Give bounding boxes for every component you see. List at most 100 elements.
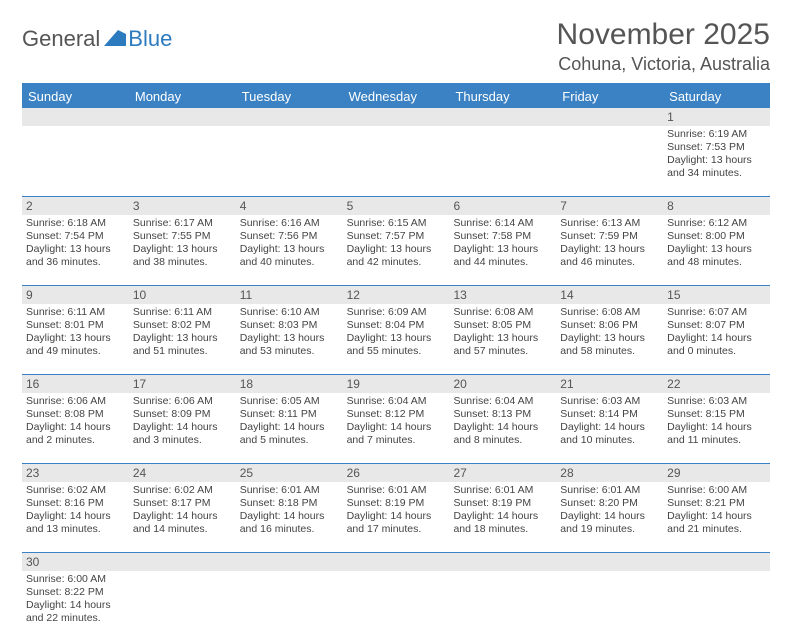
day-number: 1 — [663, 108, 770, 126]
sunset: Sunset: 7:54 PM — [26, 230, 125, 243]
sunset: Sunset: 7:56 PM — [240, 230, 339, 243]
day-cell: Sunrise: 6:18 AMSunset: 7:54 PMDaylight:… — [22, 215, 129, 285]
day-cell: Sunrise: 6:10 AMSunset: 8:03 PMDaylight:… — [236, 304, 343, 374]
sunrise: Sunrise: 6:01 AM — [560, 484, 659, 497]
sunrise: Sunrise: 6:12 AM — [667, 217, 766, 230]
sunrise: Sunrise: 6:19 AM — [667, 128, 766, 141]
day-cell — [129, 126, 236, 196]
day-number: 4 — [236, 197, 343, 215]
daylight: Daylight: 14 hours and 5 minutes. — [240, 421, 339, 447]
day-cell: Sunrise: 6:00 AMSunset: 8:21 PMDaylight:… — [663, 482, 770, 552]
sunrise: Sunrise: 6:04 AM — [347, 395, 446, 408]
week-row: Sunrise: 6:11 AMSunset: 8:01 PMDaylight:… — [22, 304, 770, 375]
sunset: Sunset: 7:59 PM — [560, 230, 659, 243]
day-number: 7 — [556, 197, 663, 215]
page-title: November 2025 — [557, 18, 770, 52]
day-cell: Sunrise: 6:05 AMSunset: 8:11 PMDaylight:… — [236, 393, 343, 463]
day-cell — [129, 571, 236, 641]
day-cell — [556, 126, 663, 196]
day-cell: Sunrise: 6:06 AMSunset: 8:08 PMDaylight:… — [22, 393, 129, 463]
day-cell — [343, 126, 450, 196]
sunset: Sunset: 8:05 PM — [453, 319, 552, 332]
sunrise: Sunrise: 6:09 AM — [347, 306, 446, 319]
day-number — [343, 553, 450, 571]
day-header: Saturday — [663, 85, 770, 108]
sunset: Sunset: 8:22 PM — [26, 586, 125, 599]
sunrise: Sunrise: 6:04 AM — [453, 395, 552, 408]
sunrise: Sunrise: 6:02 AM — [26, 484, 125, 497]
day-number — [556, 108, 663, 126]
day-cell: Sunrise: 6:17 AMSunset: 7:55 PMDaylight:… — [129, 215, 236, 285]
logo-text-2: Blue — [128, 26, 172, 52]
sunrise: Sunrise: 6:14 AM — [453, 217, 552, 230]
sunrise: Sunrise: 6:11 AM — [133, 306, 232, 319]
sunset: Sunset: 8:19 PM — [453, 497, 552, 510]
sunset: Sunset: 8:14 PM — [560, 408, 659, 421]
day-number: 30 — [22, 553, 129, 571]
day-cell: Sunrise: 6:12 AMSunset: 8:00 PMDaylight:… — [663, 215, 770, 285]
sunrise: Sunrise: 6:01 AM — [453, 484, 552, 497]
day-number — [663, 553, 770, 571]
sunset: Sunset: 8:11 PM — [240, 408, 339, 421]
week-row: Sunrise: 6:06 AMSunset: 8:08 PMDaylight:… — [22, 393, 770, 464]
day-number: 6 — [449, 197, 556, 215]
day-cell: Sunrise: 6:08 AMSunset: 8:05 PMDaylight:… — [449, 304, 556, 374]
sunrise: Sunrise: 6:06 AM — [133, 395, 232, 408]
day-number-row: 23242526272829 — [22, 464, 770, 482]
day-cell: Sunrise: 6:01 AMSunset: 8:19 PMDaylight:… — [343, 482, 450, 552]
day-cell: Sunrise: 6:04 AMSunset: 8:12 PMDaylight:… — [343, 393, 450, 463]
header: General Blue November 2025 Cohuna, Victo… — [22, 18, 770, 75]
day-number: 20 — [449, 375, 556, 393]
sunrise: Sunrise: 6:07 AM — [667, 306, 766, 319]
daylight: Daylight: 14 hours and 22 minutes. — [26, 599, 125, 625]
day-cell: Sunrise: 6:14 AMSunset: 7:58 PMDaylight:… — [449, 215, 556, 285]
sunrise: Sunrise: 6:06 AM — [26, 395, 125, 408]
day-number: 21 — [556, 375, 663, 393]
daylight: Daylight: 14 hours and 14 minutes. — [133, 510, 232, 536]
day-number — [236, 553, 343, 571]
sunrise: Sunrise: 6:05 AM — [240, 395, 339, 408]
daylight: Daylight: 14 hours and 18 minutes. — [453, 510, 552, 536]
sunrise: Sunrise: 6:01 AM — [240, 484, 339, 497]
sunset: Sunset: 8:00 PM — [667, 230, 766, 243]
day-number-row: 9101112131415 — [22, 286, 770, 304]
sunset: Sunset: 8:09 PM — [133, 408, 232, 421]
sunset: Sunset: 8:02 PM — [133, 319, 232, 332]
sunrise: Sunrise: 6:13 AM — [560, 217, 659, 230]
sunrise: Sunrise: 6:00 AM — [26, 573, 125, 586]
sunrise: Sunrise: 6:18 AM — [26, 217, 125, 230]
daylight: Daylight: 13 hours and 58 minutes. — [560, 332, 659, 358]
daylight: Daylight: 13 hours and 38 minutes. — [133, 243, 232, 269]
sunset: Sunset: 8:03 PM — [240, 319, 339, 332]
daylight: Daylight: 14 hours and 11 minutes. — [667, 421, 766, 447]
day-number: 14 — [556, 286, 663, 304]
day-number — [449, 108, 556, 126]
day-cell: Sunrise: 6:06 AMSunset: 8:09 PMDaylight:… — [129, 393, 236, 463]
daylight: Daylight: 13 hours and 48 minutes. — [667, 243, 766, 269]
day-cell: Sunrise: 6:11 AMSunset: 8:02 PMDaylight:… — [129, 304, 236, 374]
sunset: Sunset: 8:12 PM — [347, 408, 446, 421]
sunset: Sunset: 8:04 PM — [347, 319, 446, 332]
daylight: Daylight: 13 hours and 44 minutes. — [453, 243, 552, 269]
day-cell: Sunrise: 6:16 AMSunset: 7:56 PMDaylight:… — [236, 215, 343, 285]
day-cell — [236, 126, 343, 196]
day-number — [449, 553, 556, 571]
day-number-row: 30 — [22, 553, 770, 571]
daylight: Daylight: 13 hours and 55 minutes. — [347, 332, 446, 358]
sunset: Sunset: 8:08 PM — [26, 408, 125, 421]
day-header: Friday — [556, 85, 663, 108]
day-number: 8 — [663, 197, 770, 215]
day-number: 23 — [22, 464, 129, 482]
sunrise: Sunrise: 6:02 AM — [133, 484, 232, 497]
sunrise: Sunrise: 6:15 AM — [347, 217, 446, 230]
day-header: Tuesday — [236, 85, 343, 108]
day-cell — [449, 126, 556, 196]
day-number: 11 — [236, 286, 343, 304]
day-cell — [343, 571, 450, 641]
daylight: Daylight: 14 hours and 7 minutes. — [347, 421, 446, 447]
sunset: Sunset: 7:57 PM — [347, 230, 446, 243]
daylight: Daylight: 14 hours and 13 minutes. — [26, 510, 125, 536]
day-number: 17 — [129, 375, 236, 393]
day-number: 18 — [236, 375, 343, 393]
day-cell — [449, 571, 556, 641]
